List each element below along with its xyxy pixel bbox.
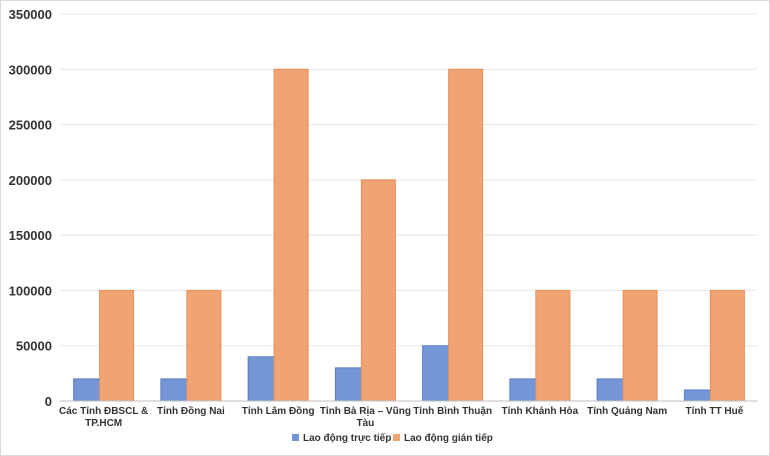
legend-swatch (292, 434, 299, 441)
y-tick-label: 0 (45, 394, 52, 409)
legend-swatch (393, 434, 400, 441)
y-tick-label: 150000 (9, 228, 52, 243)
bar-lao-dong-gian-tiep (448, 68, 484, 402)
legend: Lao động trực tiếp Lao động gián tiếp (292, 432, 493, 444)
legend-label: Lao động trực tiếp (303, 432, 391, 444)
x-tick-label: Tỉnh Quảng Nam (587, 406, 667, 417)
x-tick-label: Tỉnh Lâm Đồng (242, 405, 315, 417)
x-axis-ticks: Các Tỉnh ĐBSCL & TP.HCM Tỉnh Đồng Nai Tỉnh … (59, 405, 744, 429)
x-tick-line: Các Tỉnh ĐBSCL & (59, 406, 148, 417)
x-tick-label: Tỉnh Bà Rịa – Vũng Tàu (320, 406, 411, 429)
legend-label: Lao động gián tiếp (404, 432, 493, 444)
bars (73, 68, 745, 402)
y-tick-label: 300000 (9, 62, 52, 77)
bar-lao-dong-gian-tiep (186, 289, 222, 402)
x-tick-label: Các Tỉnh ĐBSCL & TP.HCM (59, 406, 148, 429)
x-tick-line: Tỉnh Đồng Nai (157, 405, 225, 417)
x-tick-label: Tỉnh Bình Thuận (413, 406, 492, 417)
bar-lao-dong-gian-tiep (622, 289, 658, 402)
x-tick-line: Tỉnh TT Huế (685, 405, 743, 417)
x-tick-line: Tỉnh Bà Rịa – Vũng (320, 406, 411, 417)
bar-lao-dong-gian-tiep (99, 289, 135, 402)
bar-lao-dong-gian-tiep (709, 289, 745, 402)
y-tick-label: 350000 (9, 7, 52, 22)
y-tick-label: 200000 (9, 173, 52, 188)
y-axis-ticks: 0 50000 100000 150000 200000 250000 300000 3500… (9, 7, 52, 409)
x-tick-line: Tàu (356, 418, 374, 429)
x-tick-line: Tỉnh Quảng Nam (587, 406, 667, 417)
x-tick-label: Tỉnh Đồng Nai (157, 405, 225, 417)
x-tick-label: Tỉnh TT Huế (685, 405, 743, 417)
x-tick-line: TP.HCM (85, 418, 122, 429)
bar-lao-dong-gian-tiep (273, 68, 309, 402)
x-tick-line: Tỉnh Lâm Đồng (242, 405, 315, 417)
bar-lao-dong-gian-tiep (360, 179, 396, 402)
y-tick-label: 100000 (9, 283, 52, 298)
y-tick-label: 50000 (16, 339, 52, 354)
bar-lao-dong-gian-tiep (535, 289, 571, 402)
x-tick-line: Tỉnh Khánh Hòa (502, 406, 579, 417)
x-tick-line: Tỉnh Bình Thuận (413, 406, 492, 417)
y-tick-label: 250000 (9, 118, 52, 133)
x-tick-label: Tỉnh Khánh Hòa (502, 406, 579, 417)
